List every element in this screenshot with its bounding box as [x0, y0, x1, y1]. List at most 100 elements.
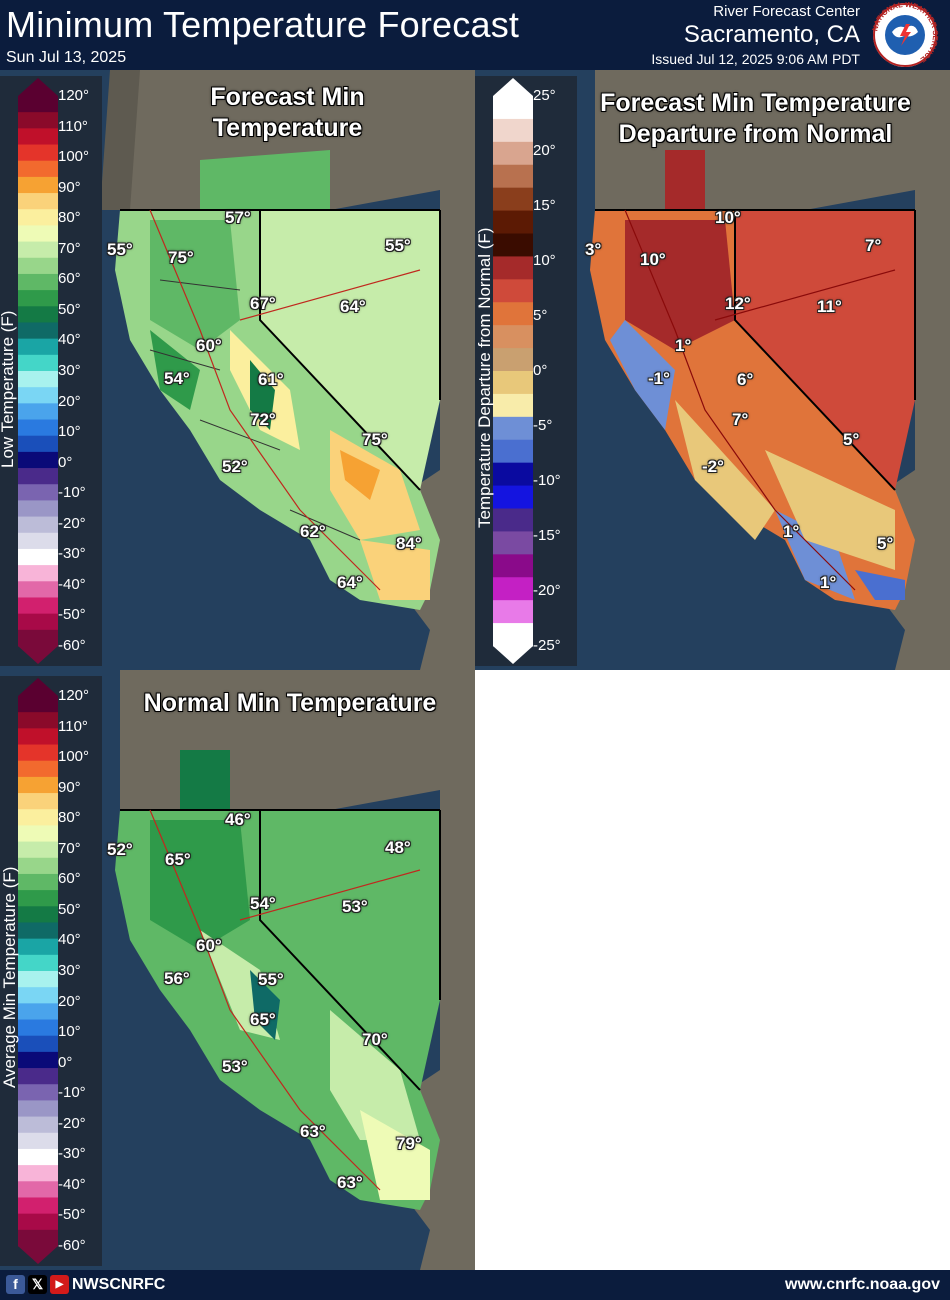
legend-tick-label: -10°: [58, 1084, 86, 1102]
legend-tick-label: -20°: [533, 582, 561, 599]
legend-tick-label: 100°: [58, 148, 90, 166]
departure-legend-label: Temperature Departure from Normal (F): [475, 227, 494, 528]
colorbar-swatch: [18, 922, 58, 940]
colorbar-top-arrow: [18, 678, 58, 696]
colorbar-top-arrow: [18, 78, 58, 96]
colorbar-swatch: [493, 348, 533, 372]
departure-temp-label: 3°: [585, 240, 602, 259]
colorbar-swatch: [18, 613, 58, 631]
legend-tick-label: -5°: [533, 417, 553, 434]
facebook-icon[interactable]: f: [6, 1275, 25, 1294]
colorbar-swatch: [18, 696, 58, 713]
colorbar-swatch: [18, 209, 58, 226]
colorbar-swatch: [18, 484, 58, 501]
colorbar-bottom-arrow: [18, 1246, 58, 1264]
colorbar-swatch: [18, 371, 58, 388]
colorbar-swatch: [18, 1197, 58, 1215]
colorbar-swatch: [493, 302, 533, 326]
departure-temp-label: 12°: [725, 294, 751, 313]
colorbar-swatch: [18, 712, 58, 729]
normal-temp-label: 70°: [362, 1030, 388, 1049]
forecast-temp-label: 55°: [107, 240, 133, 259]
forecast-min-title: Forecast Min Temperature: [210, 83, 365, 142]
colorbar-swatch: [493, 462, 533, 487]
forecast-temp-label: 54°: [164, 369, 190, 388]
x-icon[interactable]: 𝕏: [28, 1275, 47, 1294]
colorbar-swatch: [18, 565, 58, 582]
forecast-temp-label: 67°: [250, 294, 276, 313]
forecast-temp-label: 75°: [362, 430, 388, 449]
colorbar-bottom-arrow: [493, 646, 533, 664]
legend-tick-label: 0°: [58, 453, 73, 471]
colorbar-swatch: [18, 629, 58, 647]
social-handle[interactable]: NWSCNRFC: [72, 1276, 166, 1293]
colorbar-swatch: [18, 971, 58, 988]
departure-temp-label: 6°: [737, 370, 754, 389]
normal-temp-label: 63°: [337, 1173, 363, 1192]
colorbar-swatch: [493, 210, 533, 234]
footer-banner: f 𝕏 ▶ NWSCNRFC www.cnrfc.noaa.gov: [0, 1270, 950, 1300]
colorbar-swatch: [18, 825, 58, 843]
departure-temp-label: 7°: [865, 236, 882, 255]
forecast-temp-label: 64°: [340, 297, 366, 316]
legend-tick-label: -60°: [58, 637, 86, 654]
website-link[interactable]: www.cnrfc.noaa.gov: [785, 1276, 940, 1293]
colorbar-swatch: [493, 393, 533, 418]
colorbar-swatch: [18, 193, 58, 210]
legend-tick-label: 110°: [58, 717, 88, 735]
colorbar-swatch: [18, 1213, 58, 1231]
departure-temp-label: 5°: [843, 430, 860, 449]
colorbar-swatch: [18, 128, 58, 146]
legend-tick-label: -15°: [533, 527, 561, 544]
colorbar-swatch: [18, 1116, 58, 1134]
legend-tick-label: 60°: [58, 870, 81, 888]
forecast-temp-label: 62°: [300, 522, 326, 541]
colorbar-swatch: [18, 1181, 58, 1198]
colorbar-swatch: [18, 176, 58, 194]
colorbar-swatch: [18, 890, 58, 907]
departure-title: Forecast Min Temperature Departure from …: [600, 89, 911, 148]
colorbar-swatch: [18, 776, 58, 794]
legend-tick-label: -20°: [58, 1114, 86, 1132]
normal-temp-label: 54°: [250, 894, 276, 913]
colorbar-swatch: [493, 531, 533, 555]
legend-tick-label: 90°: [58, 778, 81, 796]
colorbar-swatch: [18, 273, 58, 291]
nws-logo: NATIONAL WEATHER SERVICE: [870, 2, 940, 67]
legend-tick-label: 10°: [58, 423, 81, 441]
youtube-icon[interactable]: ▶: [50, 1275, 69, 1294]
legend-tick-label: 70°: [58, 839, 81, 857]
colorbar-swatch: [18, 516, 58, 534]
normal-min-title: Normal Min Temperature: [143, 689, 437, 717]
colorbar-swatch: [18, 581, 58, 598]
colorbar-swatch: [493, 141, 533, 166]
colorbar-swatch: [18, 728, 58, 746]
colorbar-swatch: [18, 744, 58, 762]
normal-temp-label: 65°: [165, 850, 191, 869]
colorbar-swatch: [18, 387, 58, 404]
colorbar-swatch: [18, 144, 58, 162]
departure-temp-label: 10°: [640, 250, 666, 269]
legend-tick-label: -30°: [58, 545, 86, 563]
forecast-min-legend-label: Low Temperature (F): [0, 310, 17, 468]
colorbar-swatch: [18, 306, 58, 323]
legend-tick-label: -40°: [58, 575, 86, 593]
colorbar-swatch: [18, 403, 58, 421]
colorbar-swatch: [18, 873, 58, 891]
colorbar-swatch: [18, 338, 58, 356]
departure-temp-label: -2°: [702, 457, 724, 476]
legend-tick-label: -10°: [58, 484, 86, 502]
normal-temp-label: 53°: [222, 1057, 248, 1076]
normal-temp-label: 53°: [342, 897, 368, 916]
departure-temp-label: 1°: [820, 573, 837, 592]
colorbar-swatch: [18, 841, 58, 859]
colorbar-swatch: [18, 809, 58, 826]
legend-tick-label: 40°: [58, 331, 81, 349]
colorbar-swatch: [18, 241, 58, 259]
legend-tick-label: -20°: [58, 514, 86, 532]
colorbar-swatch: [18, 597, 58, 615]
colorbar-swatch: [18, 954, 58, 972]
forecast-min-panel: Forecast Min Temperature Low Temperature…: [0, 70, 475, 670]
colorbar-bottom-arrow: [18, 646, 58, 664]
colorbar-swatch: [18, 500, 58, 518]
